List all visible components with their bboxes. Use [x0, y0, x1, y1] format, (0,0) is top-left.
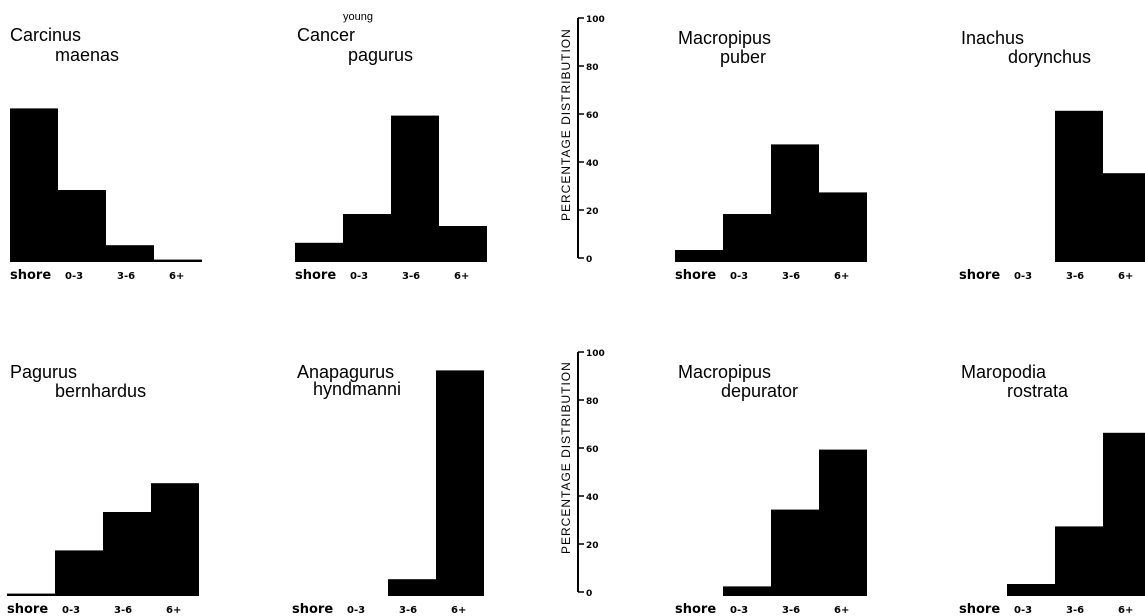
- category-label: shore: [959, 602, 1000, 616]
- histogram-bar: [295, 242, 343, 262]
- category-label: shore: [295, 268, 336, 283]
- title-line1: Inachus: [961, 28, 1025, 48]
- title-line1: Cancer: [297, 25, 356, 45]
- title-line2: pagurus: [348, 45, 414, 65]
- histogram-bar: [723, 214, 771, 262]
- histogram-bar: [151, 483, 199, 596]
- title-line2: rostrata: [1007, 381, 1069, 401]
- title-qualifier: young: [343, 11, 373, 23]
- y-tick-label: 0: [586, 589, 592, 599]
- y-tick-label: 0: [586, 255, 592, 265]
- histogram-bar: [391, 115, 439, 262]
- histogram-bar: [388, 579, 436, 596]
- histogram-bar: [58, 190, 106, 262]
- histogram-bar: [771, 509, 819, 596]
- histogram-bar: [819, 192, 867, 262]
- title-line2: bernhardus: [55, 381, 147, 401]
- category-label: 6+: [834, 271, 849, 282]
- histogram-bar: [439, 226, 487, 262]
- category-label: 6+: [1118, 605, 1133, 616]
- category-label: 6+: [454, 271, 469, 282]
- histogram-bar: [55, 550, 103, 596]
- category-label: 3-6: [782, 605, 800, 616]
- category-label: 0-3: [65, 271, 83, 282]
- category-label: 3-6: [402, 271, 420, 282]
- category-label: 6+: [834, 605, 849, 616]
- category-label: shore: [959, 268, 1000, 283]
- histogram-bar: [675, 250, 723, 262]
- histogram-bar: [1055, 526, 1103, 596]
- category-label: 3-6: [399, 605, 417, 616]
- histogram-bar: [154, 259, 202, 262]
- category-label: 0-3: [1014, 605, 1032, 616]
- category-label: 0-3: [62, 605, 80, 616]
- category-label: 0-3: [730, 605, 748, 616]
- y-tick-label: 80: [586, 63, 599, 73]
- category-label: shore: [675, 268, 716, 283]
- histogram-bar: [819, 449, 867, 596]
- histogram-bar: [103, 512, 151, 596]
- title-line1: Pagurus: [10, 362, 78, 382]
- histogram-bar: [1007, 584, 1055, 596]
- category-label: shore: [675, 602, 716, 616]
- title-line2: dorynchus: [1008, 47, 1092, 67]
- category-label: 0-3: [350, 271, 368, 282]
- histogram-bar: [1055, 110, 1103, 262]
- histogram-bar: [723, 586, 771, 596]
- title-line1: Macropipus: [678, 362, 772, 382]
- histogram-bar: [10, 108, 58, 263]
- y-tick-label: 20: [586, 541, 599, 551]
- histogram-bar: [7, 593, 55, 596]
- title-line2: puber: [720, 47, 767, 67]
- y-tick-label: 60: [586, 445, 599, 455]
- y-tick-label: 100: [586, 349, 605, 359]
- histogram-bar: [771, 144, 819, 262]
- category-label: 0-3: [730, 271, 748, 282]
- category-label: 6+: [1118, 271, 1133, 282]
- title-line2: maenas: [55, 45, 120, 65]
- y-tick-label: 20: [586, 207, 599, 217]
- y-tick-label: 40: [586, 493, 599, 503]
- y-tick-label: 100: [586, 15, 605, 25]
- title-line2: depurator: [721, 381, 799, 401]
- histogram-bar: [1103, 432, 1145, 596]
- histogram-bar: [436, 370, 484, 596]
- category-label: 6+: [169, 271, 184, 282]
- title-line1: Anapagurus: [297, 362, 395, 382]
- category-label: 3-6: [117, 271, 135, 282]
- y-tick-label: 80: [586, 397, 599, 407]
- category-label: 6+: [451, 605, 466, 616]
- category-label: shore: [292, 602, 333, 616]
- histogram-bar: [106, 245, 154, 262]
- category-label: 3-6: [114, 605, 132, 616]
- category-label: 6+: [166, 605, 181, 616]
- histogram-bar: [1103, 173, 1145, 262]
- title-line1: Macropipus: [678, 28, 772, 48]
- y-tick-label: 40: [586, 159, 599, 169]
- category-label: 0-3: [347, 605, 365, 616]
- category-label: shore: [10, 268, 51, 283]
- title-line1: Carcinus: [10, 25, 82, 45]
- category-label: 0-3: [1014, 271, 1032, 282]
- category-label: 3-6: [1066, 271, 1084, 282]
- y-tick-label: 60: [586, 111, 599, 121]
- category-label: shore: [7, 602, 48, 616]
- category-label: 3-6: [1066, 605, 1084, 616]
- category-label: 3-6: [782, 271, 800, 282]
- histogram-bar: [343, 214, 391, 262]
- title-line2: hyndmanni: [313, 379, 402, 399]
- title-line1: Maropodia: [961, 362, 1047, 382]
